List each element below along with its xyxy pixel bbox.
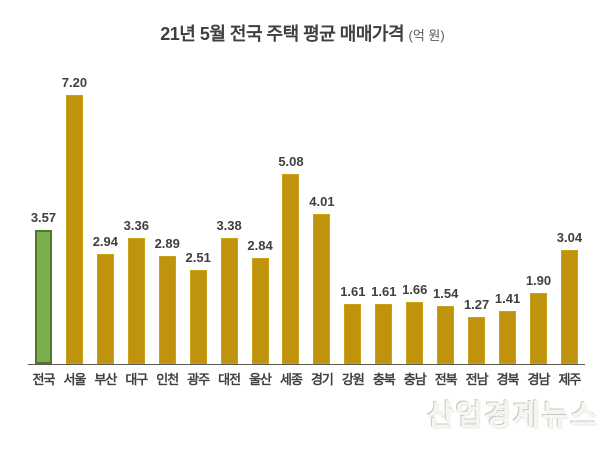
x-axis-labels: 전국 서울 부산 대구 인천 광주 대전 울산 세종 경기 강원 충북 충남 전북 전남 경북 경남 제주 [28,369,585,388]
bar-slot: 3.04 [554,66,585,364]
bar-slot: 4.01 [306,66,337,364]
bar-slot: 3.36 [121,66,152,364]
bar [375,304,393,364]
bar-value-label: 1.61 [371,284,397,299]
bar [468,317,486,364]
bar-value-label: 2.89 [154,236,180,251]
bar-value-label: 1.27 [463,297,490,312]
bar-slot: 2.94 [90,66,121,364]
category-label: 경북 [496,372,520,387]
bar-slot: 3.38 [214,66,245,364]
category-label: 충북 [372,372,396,387]
bar-value-label: 3.38 [216,218,242,233]
bar-value-label: 3.04 [556,230,583,245]
category-label: 전남 [465,372,489,387]
bar-value-label: 5.08 [278,154,304,169]
category-label: 인천 [156,372,179,387]
category-label: 세종 [280,372,303,387]
category-label: 강원 [341,372,365,387]
bar-slot: 1.41 [492,66,523,364]
bar [96,254,114,364]
bar-slot: 1.90 [523,66,554,364]
bar-slot: 2.84 [245,66,276,364]
category-label: 서울 [63,372,86,387]
bar [65,95,83,364]
bar [158,256,176,364]
bar-slot: 2.51 [183,66,214,364]
category-label: 경기 [310,372,334,387]
bar [127,238,145,364]
bar-value-label: 4.01 [309,194,335,209]
bar-slot: 1.27 [461,66,492,364]
category-label: 전국 [32,372,56,387]
category-label: 광주 [187,372,210,387]
bar-value-label: 2.51 [185,250,211,265]
bar-value-label: 1.90 [525,273,552,288]
bar-value-label: 2.94 [92,234,118,249]
plot-area: 3.57 7.20 2.94 3.36 2.89 2.51 3.38 2.84 5.08 4.01… [28,66,585,365]
bar-value-label: 1.54 [433,286,459,301]
category-label: 대구 [125,372,148,387]
bar-slot: 1.54 [430,66,461,364]
bar-value-label: 1.41 [494,291,521,306]
bar-slot: 1.66 [399,66,430,364]
category-label: 대전 [218,372,241,387]
bar [406,302,424,364]
bar-slot: 5.08 [276,66,307,364]
bar [282,174,300,364]
bar-value-label: 3.36 [123,218,149,233]
bar-slot: 1.61 [368,66,399,364]
bar [220,238,238,364]
watermark: 산업경제뉴스 [426,400,599,432]
chart-title-unit: (억 원) [408,28,445,43]
bar-slot: 3.57 [28,66,59,364]
bar [34,230,52,364]
bar [251,258,269,364]
bar-value-label: 7.20 [61,75,88,90]
bar-slot: 2.89 [152,66,183,364]
bar [189,270,207,364]
bar-value-label: 2.84 [247,238,273,253]
category-label: 충남 [403,372,427,387]
category-label: 제주 [558,372,581,387]
bar [499,311,517,364]
bar-slot: 7.20 [59,66,90,364]
category-label: 경남 [527,372,551,387]
bar [529,293,547,364]
bar-value-label: 1.66 [402,282,428,297]
bar [437,306,455,364]
bar [344,304,362,364]
chart-title: 21년 5월 전국 주택 평균 매매가격 [160,24,405,44]
bar-slot: 1.61 [337,66,368,364]
category-label: 울산 [249,372,272,387]
category-label: 전북 [434,372,458,387]
bar-value-label: 1.61 [340,284,366,299]
bar [313,214,331,364]
chart-title-row: 21년 5월 전국 주택 평균 매매가격 (억 원) [0,20,605,46]
bar-value-label: 3.57 [30,210,57,225]
category-label: 부산 [94,372,117,387]
bar [560,250,578,364]
